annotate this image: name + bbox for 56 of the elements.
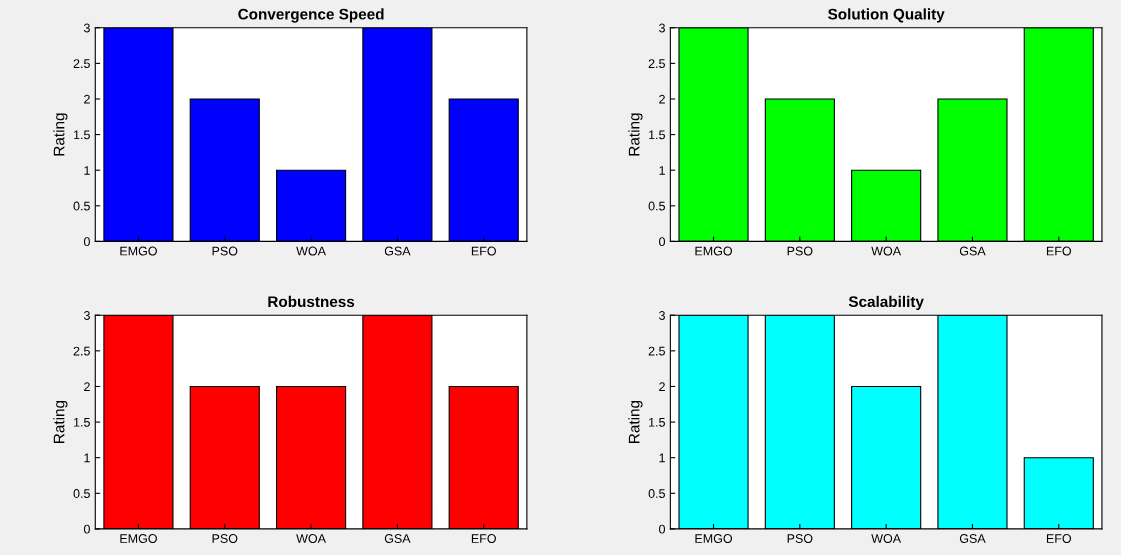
y-tick-label: 2.5 bbox=[73, 346, 90, 356]
y-tick-label: 3 bbox=[659, 311, 665, 320]
x-tick-label: EMGO bbox=[695, 534, 733, 543]
x-tick-label: GSA bbox=[959, 534, 986, 543]
y-axis-title: Rating bbox=[53, 113, 68, 156]
y-tick-label: 0.5 bbox=[648, 489, 665, 498]
x-tick-label: PSO bbox=[212, 534, 238, 543]
chart-title: Scalability bbox=[848, 295, 924, 311]
y-tick-label: 1.5 bbox=[74, 418, 90, 427]
chart-title: Convergence Speed bbox=[238, 8, 384, 23]
chart-title: Solution Quality bbox=[828, 8, 945, 23]
y-tick-label: 0.5 bbox=[73, 489, 90, 498]
x-tick-label: GSA bbox=[384, 246, 411, 256]
y-tick-label: 2 bbox=[659, 382, 665, 391]
x-tick-label: PSO bbox=[212, 246, 238, 256]
y-tick-label: 1.5 bbox=[74, 130, 90, 140]
y-tick-label: 2 bbox=[84, 382, 90, 391]
y-tick-label: 0.5 bbox=[73, 201, 90, 211]
y-axis-title: Rating bbox=[628, 400, 643, 443]
x-tick-label: GSA bbox=[959, 246, 986, 256]
x-tick-label: WOA bbox=[871, 246, 902, 256]
x-tick-label: PSO bbox=[787, 246, 813, 256]
y-tick-label: 1 bbox=[84, 166, 90, 175]
y-tick-label: 2 bbox=[84, 94, 90, 104]
y-tick-label: 1 bbox=[659, 166, 665, 175]
x-tick-label: EFO bbox=[1046, 534, 1072, 543]
x-tick-label: EFO bbox=[471, 534, 496, 543]
y-tick-label: 2.5 bbox=[73, 59, 90, 69]
x-tick-label: EMGO bbox=[695, 246, 733, 256]
y-tick-label: 3 bbox=[659, 23, 665, 33]
y-tick-label: 0 bbox=[83, 524, 90, 534]
x-tick-label: EMGO bbox=[120, 246, 157, 256]
y-tick-label: 2 bbox=[659, 94, 665, 104]
y-axis-title: Rating bbox=[53, 400, 68, 443]
y-tick-label: 1.5 bbox=[649, 418, 665, 427]
y-tick-label: 0 bbox=[83, 237, 90, 247]
y-tick-label: 0.5 bbox=[648, 201, 665, 211]
x-tick-label: PSO bbox=[787, 534, 813, 543]
y-tick-label: 1 bbox=[659, 453, 665, 463]
x-tick-label: WOA bbox=[296, 534, 326, 543]
x-tick-label: EFO bbox=[1046, 246, 1072, 256]
x-tick-label: WOA bbox=[296, 246, 326, 256]
chart-title: Robustness bbox=[268, 295, 355, 308]
y-tick-label: 3 bbox=[83, 311, 90, 320]
x-tick-label: WOA bbox=[871, 534, 902, 543]
x-tick-label: EFO bbox=[471, 246, 496, 256]
y-tick-label: 2.5 bbox=[648, 346, 665, 356]
y-tick-label: 1 bbox=[84, 453, 90, 463]
y-axis-title: Rating bbox=[628, 113, 643, 156]
y-tick-label: 3 bbox=[83, 23, 90, 33]
y-tick-label: 1.5 bbox=[649, 130, 665, 140]
y-tick-label: 0 bbox=[659, 524, 666, 534]
x-tick-label: EMGO bbox=[120, 534, 157, 543]
x-tick-label: GSA bbox=[384, 534, 411, 543]
y-tick-label: 0 bbox=[659, 237, 666, 247]
y-tick-label: 2.5 bbox=[648, 59, 665, 69]
